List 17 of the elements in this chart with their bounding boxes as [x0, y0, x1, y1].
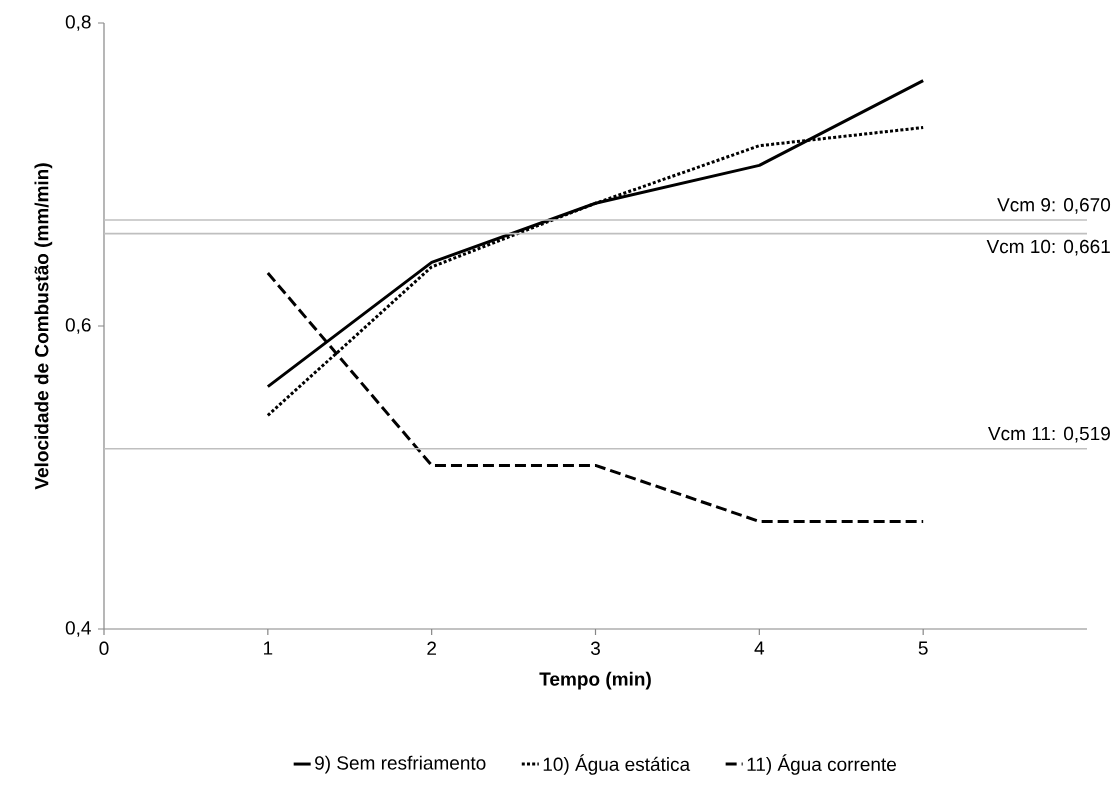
- x-tick-label: 2: [427, 641, 436, 655]
- legend-label: 10) Água estática: [543, 754, 691, 775]
- y-axis-title: Velocidade de Combustão (mm/min): [34, 163, 53, 490]
- x-tick-label: 3: [590, 641, 600, 655]
- x-tick-label: 4: [754, 641, 765, 655]
- ref-line-label: Vcm 11: 0,519: [988, 426, 1110, 443]
- legend-label: 11) Água corrente: [747, 754, 896, 775]
- legend-label: 9) Sem resfriamento: [315, 755, 486, 774]
- y-tick-label: 0,6: [65, 318, 91, 334]
- x-tick-label: 0: [99, 641, 109, 655]
- ref-line-label: Vcm 10: 0,661: [986, 239, 1110, 256]
- ref-line-label: Vcm 9: 0,670: [997, 198, 1111, 214]
- y-tick-label: 0,4: [65, 621, 91, 637]
- x-tick-label: 1: [264, 641, 273, 655]
- x-tick-label: 5: [918, 641, 928, 655]
- x-axis-title: Tempo (min): [539, 671, 651, 690]
- y-tick-label: 0,8: [65, 15, 91, 31]
